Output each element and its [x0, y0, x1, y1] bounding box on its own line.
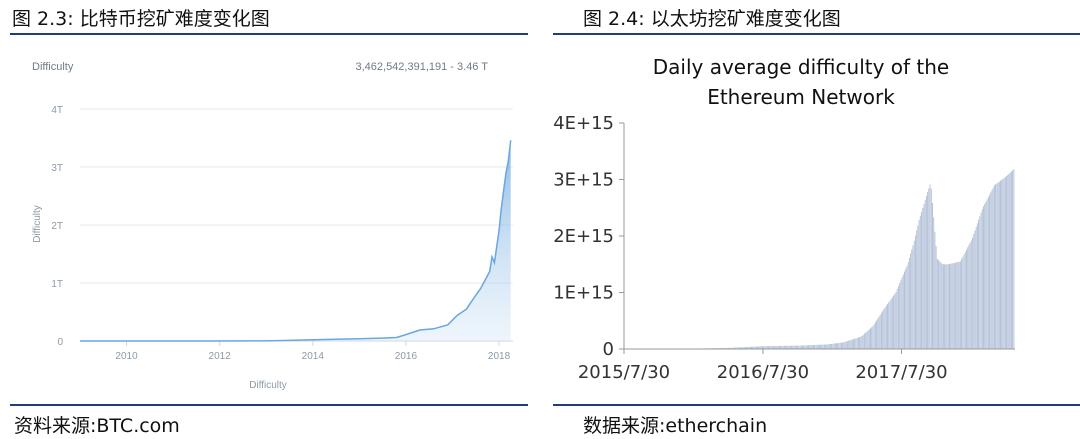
bitcoin-difficulty-chart: Difficulty 3,462,542,391,191 - 3.46 T 0 1… — [32, 61, 513, 391]
btc-x-axis-label: Difficulty — [249, 380, 287, 391]
left-top-rule — [10, 33, 528, 35]
eth-title-line-1: Daily average difficulty of the — [653, 55, 950, 79]
right-source: 数据来源:etherchain — [583, 415, 768, 437]
right-top-rule — [553, 33, 1080, 35]
ethereum-difficulty-chart: Daily average difficulty of the Ethereum… — [553, 55, 1015, 383]
btc-x-ticks: 2010 2012 2014 2016 2018 — [115, 341, 511, 362]
btc-y-ticks: 0 1T 2T 3T 4T — [51, 105, 63, 348]
eth-y-tick-label: 0 — [603, 339, 614, 360]
eth-y-ticks: 0 1E+15 2E+15 3E+15 4E+15 — [553, 113, 624, 360]
btc-y-tick-label: 4T — [51, 105, 63, 116]
btc-y-axis-label: Difficulty — [32, 205, 43, 243]
eth-y-tick-label: 3E+15 — [553, 170, 614, 191]
right-figure-title: 图 2.4: 以太坊挖矿难度变化图 — [583, 8, 841, 30]
btc-chart-title: Difficulty — [32, 61, 74, 73]
btc-y-tick-label: 3T — [51, 163, 63, 174]
eth-y-tick-label: 2E+15 — [553, 226, 614, 247]
btc-readout: 3,462,542,391,191 - 3.46 T — [355, 61, 488, 73]
btc-x-tick-label: 2014 — [302, 351, 325, 362]
btc-difficulty-line — [80, 140, 512, 342]
eth-y-tick-label: 4E+15 — [553, 113, 614, 134]
right-bottom-rule — [553, 404, 1080, 406]
eth-x-tick-label: 2015/7/30 — [578, 362, 670, 383]
eth-title-line-2: Ethereum Network — [707, 85, 895, 109]
btc-x-tick-label: 2018 — [488, 351, 511, 362]
eth-bars — [635, 169, 1015, 349]
left-figure-title: 图 2.3: 比特币挖矿难度变化图 — [12, 8, 270, 30]
btc-x-tick-label: 2012 — [209, 351, 232, 362]
btc-difficulty-area — [80, 140, 511, 341]
btc-y-tick-label: 1T — [51, 279, 63, 290]
eth-x-tick-label: 2017/7/30 — [855, 362, 947, 383]
eth-x-tick-label: 2016/7/30 — [717, 362, 809, 383]
btc-x-tick-label: 2016 — [395, 351, 418, 362]
eth-x-ticks: 2015/7/30 2016/7/30 2017/7/30 — [578, 349, 948, 383]
left-source: 资料来源:BTC.com — [14, 415, 180, 437]
btc-x-tick-label: 2010 — [115, 351, 138, 362]
btc-grid — [80, 108, 513, 342]
btc-y-tick-label: 2T — [51, 221, 63, 232]
btc-y-tick-label: 0 — [57, 337, 63, 348]
eth-y-tick-label: 1E+15 — [553, 283, 614, 304]
left-bottom-rule — [10, 404, 528, 406]
